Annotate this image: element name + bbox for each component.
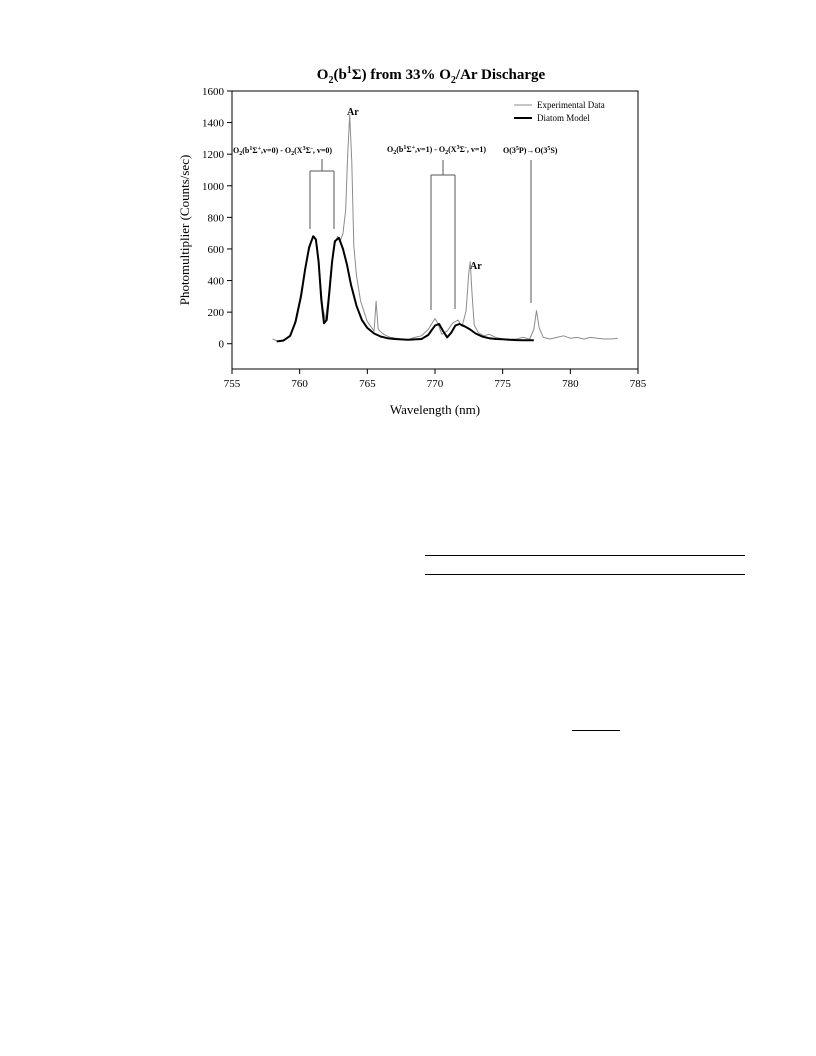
y-tick-label: 1400 (202, 118, 225, 130)
legend: Experimental Data Diatom Model (514, 100, 605, 123)
x-axis-label: Wavelength (nm) (390, 402, 480, 417)
rule-bottom (425, 574, 745, 575)
x-tick-label: 760 (291, 378, 308, 390)
annotation-oxygen-line: O(35P)→O(35S) (503, 146, 558, 155)
annotation-band-v1: O2(b1Σ+,v=1) - O2(X3Σ-, v=1) (387, 145, 486, 156)
x-tick-label: 770 (427, 378, 444, 390)
chart-title: O2(b1Σ) from 33% O2/Ar Discharge (317, 65, 546, 86)
x-tick-label: 755 (224, 378, 241, 390)
y-axis-label: Photomultiplier (Counts/sec) (177, 155, 192, 306)
annotation-ar-1: Ar (347, 107, 359, 118)
series-model-line (276, 235, 534, 343)
x-axis: 755 760 765 770 775 780 785 (224, 369, 647, 390)
rule-top (425, 555, 745, 556)
legend-label-experimental: Experimental Data (537, 100, 605, 110)
x-tick-label: 780 (562, 378, 579, 390)
x-tick-label: 765 (359, 378, 376, 390)
y-tick-label: 1600 (202, 86, 225, 98)
y-tick-label: 1000 (202, 181, 225, 193)
y-axis: 0 200 400 600 800 1000 1200 1400 1600 (202, 86, 232, 351)
legend-label-model: Diatom Model (537, 113, 590, 123)
bracket-band-v1 (430, 160, 456, 310)
y-tick-label: 600 (208, 244, 225, 256)
bracket-band-v0 (309, 159, 335, 229)
y-tick-label: 400 (208, 276, 225, 288)
annotation-ar-2: Ar (470, 261, 482, 272)
x-tick-label: 785 (630, 378, 647, 390)
y-tick-label: 0 (219, 339, 225, 351)
annotation-band-v0: O2(b1Σ+,v=0) - O2(X3Σ-, v=0) (233, 146, 332, 157)
x-tick-label: 775 (494, 378, 511, 390)
rule-short (572, 730, 620, 731)
y-tick-label: 1200 (202, 149, 225, 161)
y-tick-label: 800 (208, 212, 225, 224)
y-tick-label: 200 (208, 307, 225, 319)
series-lines (272, 114, 618, 343)
